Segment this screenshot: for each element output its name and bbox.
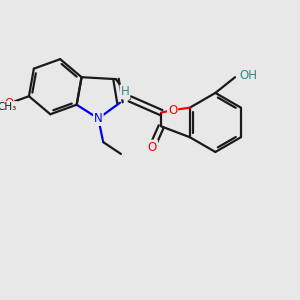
Text: O: O [168,103,177,117]
Text: H: H [121,85,129,98]
Text: O: O [4,97,13,110]
Text: CH₃: CH₃ [0,102,17,112]
Text: N: N [94,112,103,125]
Text: OH: OH [239,69,257,82]
Text: O: O [148,140,157,154]
